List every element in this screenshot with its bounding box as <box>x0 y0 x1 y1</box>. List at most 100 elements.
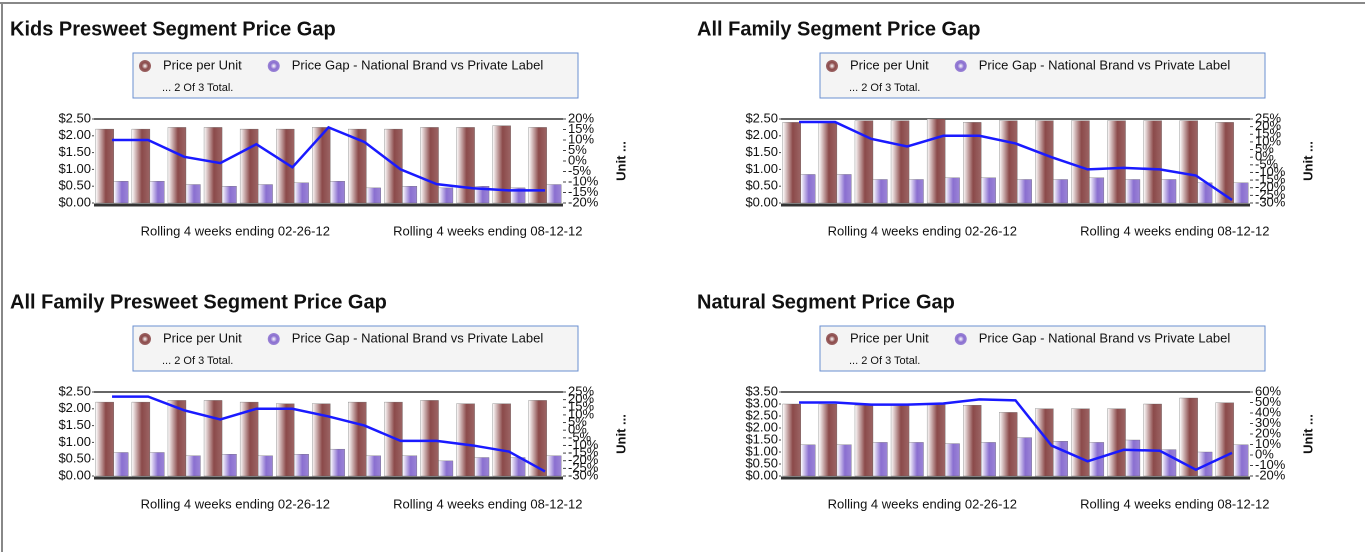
y-tick-label: $2.50 <box>745 407 778 422</box>
line <box>112 395 546 473</box>
y2-tick-label: -10% <box>1255 164 1286 179</box>
bar <box>185 184 201 204</box>
bar <box>131 401 151 477</box>
bar <box>149 181 165 204</box>
legend-swatch <box>954 333 967 345</box>
legend-swatch <box>954 60 967 72</box>
chart: All Family Segment Price Gap Price per Un… <box>697 18 1315 238</box>
y2-tick-label: 10% <box>1255 133 1281 148</box>
legend-label: Price Gap - National Brand vs Private La… <box>979 330 1231 345</box>
bar <box>782 122 801 204</box>
y2-tick-label: -15% <box>568 445 599 460</box>
bar <box>167 400 187 477</box>
bar <box>95 401 114 477</box>
legend-swatch <box>139 333 151 345</box>
y-tick-label: $3.50 <box>745 383 778 398</box>
bar <box>1179 120 1198 204</box>
y-tick-label: $1.50 <box>58 417 91 432</box>
x-tick-label: Rolling 4 weeks ending 02-26-12 <box>828 496 1017 511</box>
x-tick-label: Rolling 4 weeks ending 08-12-12 <box>393 223 582 238</box>
bar <box>456 127 475 204</box>
bar <box>1053 179 1068 204</box>
bar <box>420 127 439 204</box>
y2-tick-label: -20% <box>1255 467 1286 482</box>
legend-note: ... 2 Of 3 Total. <box>849 82 920 94</box>
bar <box>1071 120 1090 204</box>
y2-tick-label: -15% <box>1255 172 1286 187</box>
y2-tick-label: -30% <box>1255 194 1286 209</box>
bar <box>890 405 910 477</box>
y2-tick-label: 0% <box>1255 446 1274 461</box>
chart-title: All Family Presweet Segment Price Gap <box>10 291 387 313</box>
bar <box>1107 408 1126 477</box>
bar <box>528 400 547 477</box>
bar <box>1017 179 1032 204</box>
y-tick-label: $1.50 <box>58 144 91 159</box>
bar <box>239 128 259 204</box>
bar <box>348 401 367 477</box>
bar <box>312 403 331 477</box>
bar <box>456 403 475 477</box>
bar <box>944 177 960 204</box>
x-tick-label: Rolling 4 weeks ending 02-26-12 <box>828 223 1017 238</box>
bar <box>836 444 852 477</box>
bar <box>908 442 924 477</box>
bar <box>276 403 295 477</box>
y2-tick-label: -15% <box>568 184 599 199</box>
bar <box>420 400 439 477</box>
bar <box>1035 408 1054 477</box>
y2-tick-label: -20% <box>568 194 599 209</box>
bar <box>854 120 874 204</box>
bar <box>1143 403 1162 477</box>
y2-tick-label: 5% <box>568 414 587 429</box>
legend-swatch <box>139 60 151 72</box>
chart-title: Kids Presweet Segment Price Gap <box>10 18 336 40</box>
y-tick-label: $2.00 <box>745 419 778 434</box>
bar <box>926 403 946 477</box>
bar <box>546 184 562 204</box>
bar <box>1215 122 1234 204</box>
y2-tick-label: -5% <box>568 163 592 178</box>
bar <box>402 455 418 477</box>
bar <box>294 454 309 477</box>
y2-tick-label: 60% <box>1255 383 1281 398</box>
bar <box>854 405 874 477</box>
bar <box>1125 439 1141 477</box>
x-tick-label: Rolling 4 weeks ending 02-26-12 <box>141 496 330 511</box>
bar <box>330 181 345 204</box>
legend-label: Price Gap - National Brand vs Private La… <box>979 57 1231 72</box>
y2-tick-label: 10% <box>568 406 594 421</box>
chart-title: Natural Segment Price Gap <box>697 291 955 313</box>
legend-label: Price per Unit <box>850 330 929 345</box>
bar <box>330 448 345 477</box>
legend-swatch <box>826 60 838 72</box>
y-tick-label: $0.50 <box>58 451 91 466</box>
bar <box>926 118 946 204</box>
y2-tick-label: -10% <box>1255 457 1286 472</box>
y2-tick-label: 0% <box>1255 149 1274 164</box>
bar <box>294 182 309 204</box>
bar <box>257 455 273 477</box>
bar <box>438 460 454 477</box>
bar <box>528 127 547 204</box>
y2-tick-label: 15% <box>568 399 594 414</box>
y-tick-label: $0.00 <box>745 194 778 209</box>
line <box>799 120 1233 201</box>
legend-label: Price per Unit <box>163 330 242 345</box>
bar <box>981 177 996 204</box>
y-tick-label: $2.00 <box>58 127 91 142</box>
y-tick-label: $3.00 <box>745 395 778 410</box>
bar <box>1143 120 1162 204</box>
y-tick-label: $0.00 <box>58 467 91 482</box>
y-tick-label: $1.50 <box>745 431 778 446</box>
y-tick-label: $1.00 <box>745 443 778 458</box>
y-tick-label: $0.50 <box>745 455 778 470</box>
y2-axis-title: Unit ... <box>613 141 628 181</box>
bar <box>113 452 129 477</box>
y2-axis-title: Unit ... <box>1300 414 1315 454</box>
y-tick-label: $0.00 <box>58 194 91 209</box>
bar <box>836 174 852 204</box>
x-tick-label: Rolling 4 weeks ending 08-12-12 <box>1080 496 1269 511</box>
legend-box <box>819 52 1266 99</box>
bar <box>546 455 562 477</box>
